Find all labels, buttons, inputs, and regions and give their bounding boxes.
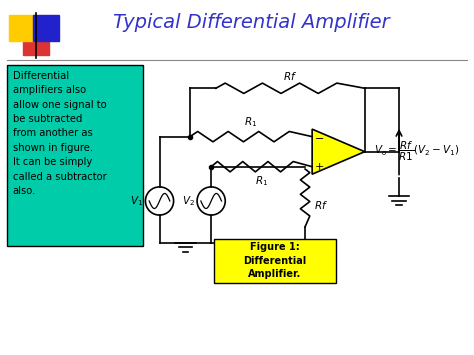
Text: $-$: $-$ [314,132,324,142]
Text: $Rf$: $Rf$ [283,70,297,82]
Text: $Rf$: $Rf$ [314,199,328,211]
Text: $V_2$: $V_2$ [182,194,195,208]
Text: Typical Differential Amplifier: Typical Differential Amplifier [113,13,390,32]
Text: $R_1$: $R_1$ [245,115,258,129]
Text: Differential
amplifiers also
allow one signal to
be subtracted
from another as
s: Differential amplifiers also allow one s… [12,71,106,196]
Bar [33,16,59,41]
Bar [9,16,35,41]
Text: Figure 1:
Differential
Amplifier.: Figure 1: Differential Amplifier. [243,242,306,279]
Bar [23,29,49,55]
Polygon shape [312,129,365,174]
Text: $+$: $+$ [314,161,324,172]
Text: $R_1$: $R_1$ [255,174,268,188]
Text: $V_o = \dfrac{Rf}{R1}(V_2 - V_1)$: $V_o = \dfrac{Rf}{R1}(V_2 - V_1)$ [374,140,460,163]
FancyBboxPatch shape [213,239,336,283]
Text: $V_1$: $V_1$ [130,194,143,208]
FancyBboxPatch shape [7,65,143,246]
